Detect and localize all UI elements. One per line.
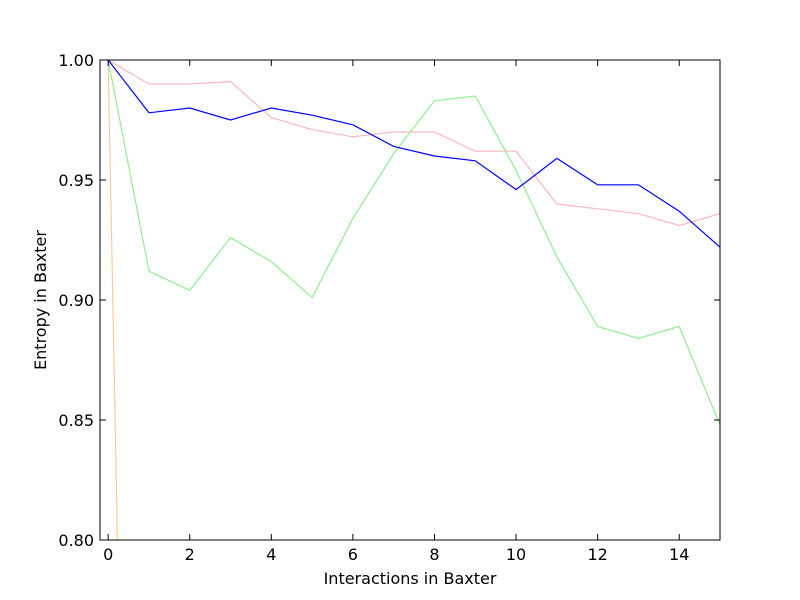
series-lines bbox=[107, 60, 720, 540]
series-line-1 bbox=[107, 60, 119, 540]
x-tick-label: 14 bbox=[669, 545, 689, 564]
y-tick-label: 0.95 bbox=[58, 171, 94, 190]
y-tick-label: 0.90 bbox=[58, 291, 94, 310]
x-tick-label: 6 bbox=[348, 545, 358, 564]
y-tick-label: 1.00 bbox=[58, 51, 94, 70]
y-tick-label: 0.85 bbox=[58, 411, 94, 430]
series-line-4 bbox=[107, 60, 720, 248]
y-axis-label: Entropy in Baxter bbox=[31, 230, 50, 370]
y-tick-label: 0.80 bbox=[58, 531, 94, 550]
x-tick-label: 8 bbox=[429, 545, 439, 564]
x-tick-label: 0 bbox=[103, 545, 113, 564]
x-tick-label: 10 bbox=[506, 545, 526, 564]
series-line-3 bbox=[107, 60, 720, 426]
x-tick-label: 12 bbox=[587, 545, 607, 564]
x-tick-label: 4 bbox=[266, 545, 276, 564]
x-tick-label: 2 bbox=[185, 545, 195, 564]
axis-ticks bbox=[100, 59, 720, 541]
x-axis-label: Interactions in Baxter bbox=[324, 569, 497, 588]
axis-tick-labels: 0 2 4 6 8 10 12 14 0.80 0.85 0.90 0.95 1.00 bbox=[58, 51, 689, 564]
series-line-2 bbox=[107, 60, 720, 227]
